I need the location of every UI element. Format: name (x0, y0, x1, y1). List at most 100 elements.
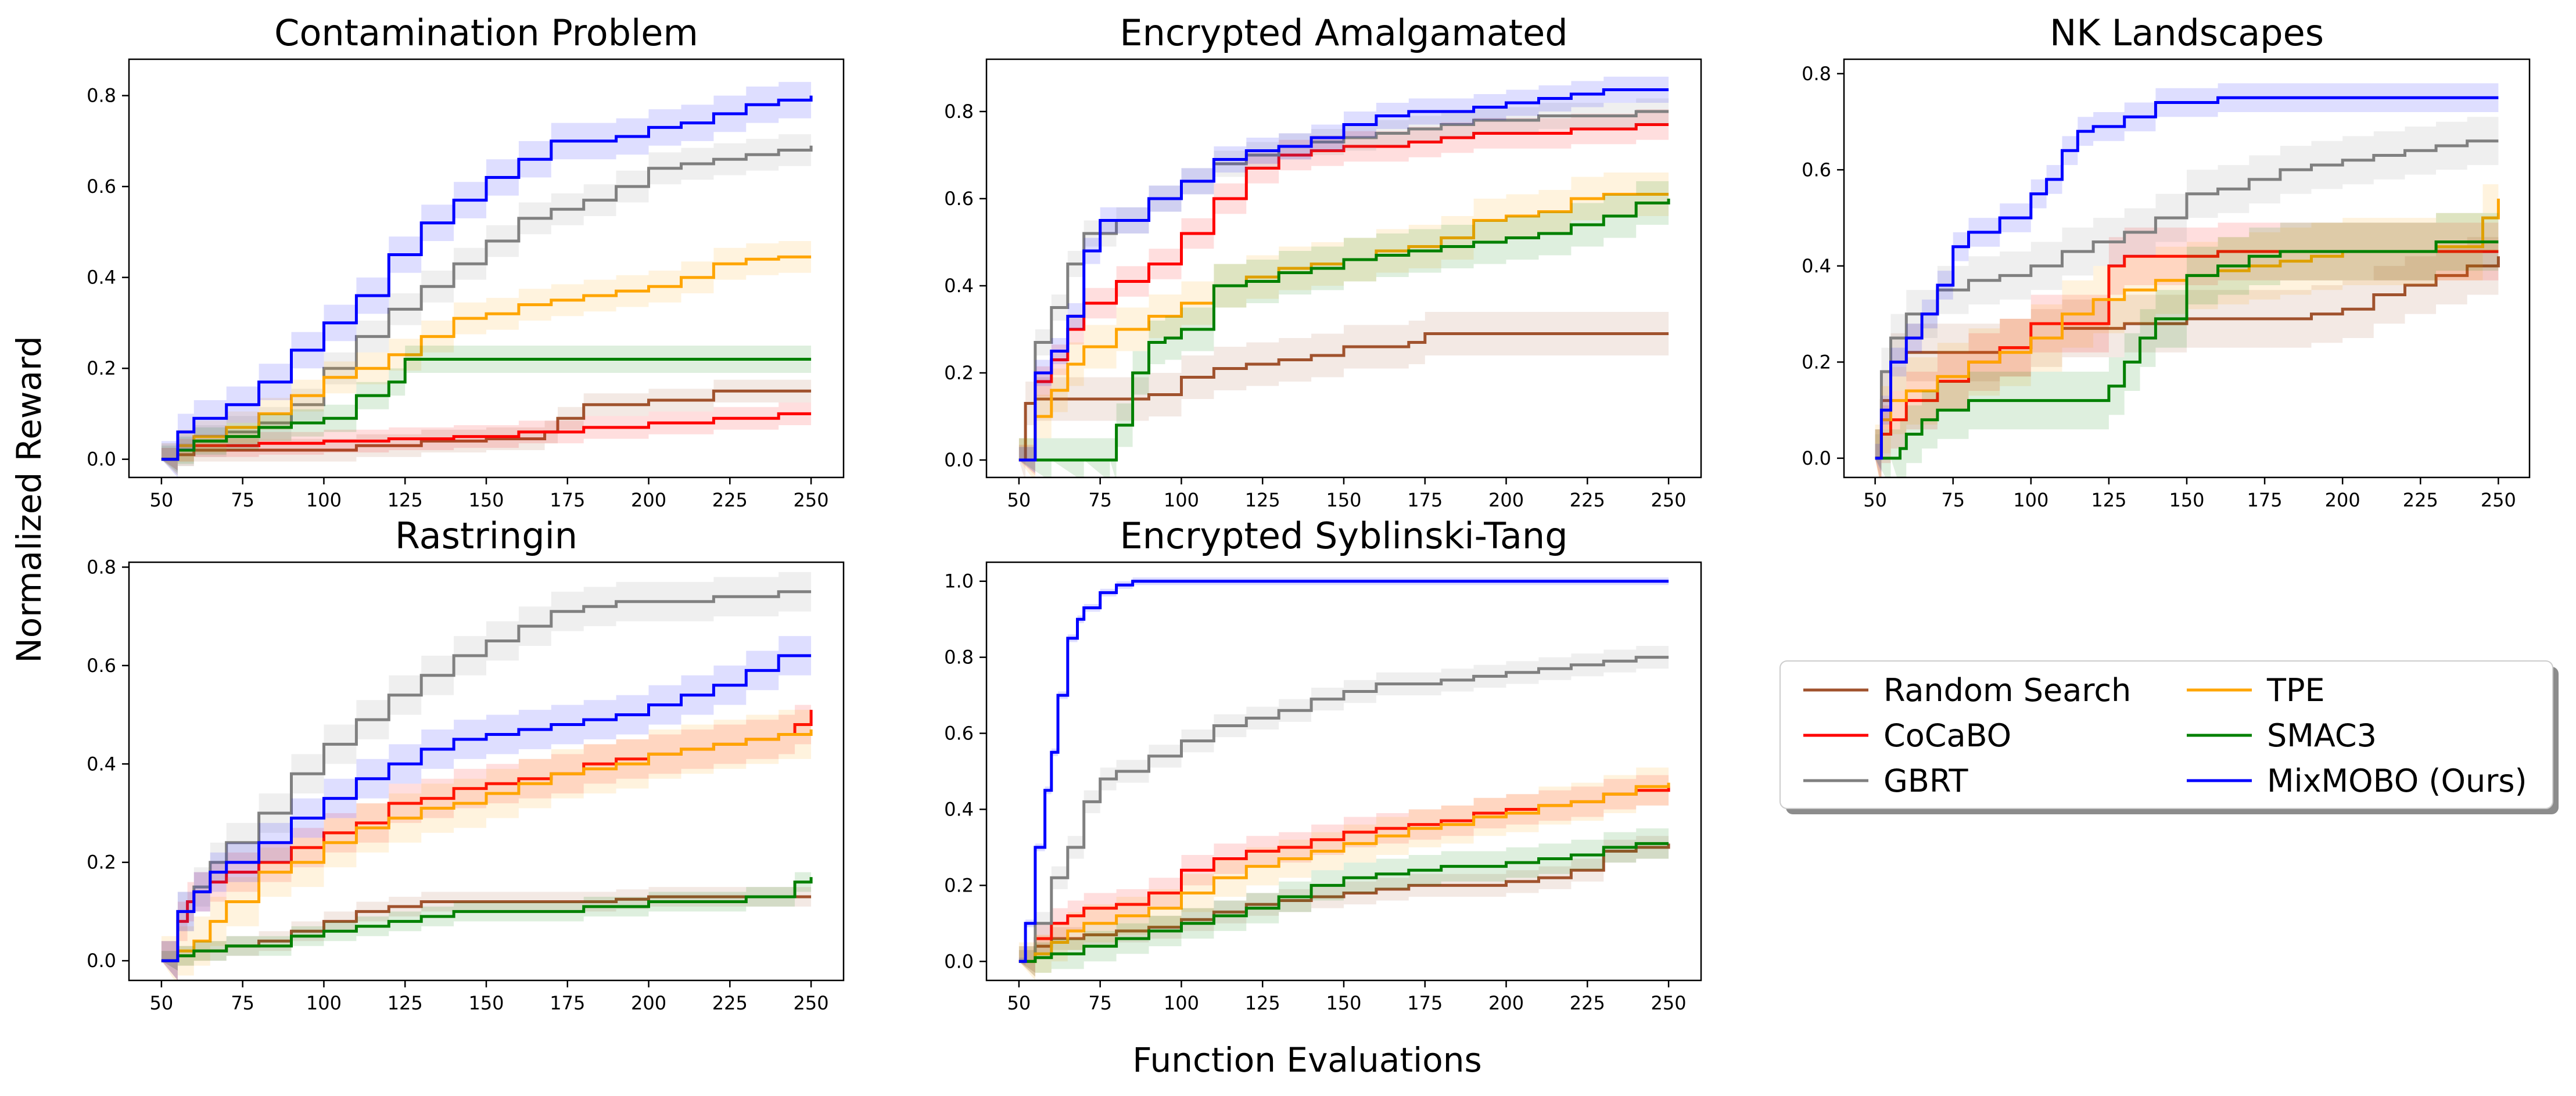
legend: Random Search TPE CoCaBO SMAC3 GBRT MixMOBO (… (1779, 660, 2559, 814)
subplot-title: Encrypted Syblinski-Tang (1120, 515, 1567, 557)
series-line-random-search (1875, 256, 2500, 460)
subplot-title: Contamination Problem (274, 12, 698, 54)
series-line-smac3 (1018, 842, 1669, 963)
legend-label: Random Search (1883, 672, 2131, 709)
x-tick-label: 175 (2247, 489, 2283, 511)
confidence-band-random-search (1875, 227, 2499, 477)
y-tick-label: 0.8 (1802, 63, 1831, 85)
subplot-1: Contamination Problem 50 75 100 125 150 175 200… (87, 12, 845, 511)
series-line-random-search (161, 389, 812, 461)
confidence-band-tpe (1875, 165, 2499, 477)
confidence-band-smac3 (1018, 177, 1669, 477)
y-tick-label: 0.2 (87, 357, 116, 379)
confidence-band-mixmobo-ours- (161, 77, 812, 477)
plot-area (161, 77, 813, 477)
y-tick-label: 0.4 (944, 798, 974, 820)
series-line-mixmobo-ours- (161, 654, 812, 962)
confidence-band-mixmobo-ours- (1875, 83, 2499, 473)
series-line-mixmobo-ours- (1018, 88, 1669, 462)
series-line-smac3 (1875, 240, 2499, 460)
confidence-band-smac3 (161, 867, 812, 971)
subplot-2: Encrypted Amalgamated 50 75 100 125 150 175 200… (944, 12, 1702, 511)
x-tick-label: 150 (2169, 489, 2204, 511)
x-tick-label: 100 (1164, 992, 1199, 1014)
y-tick-label: 0.6 (1802, 159, 1831, 181)
y-tick-label: 0.2 (87, 851, 116, 874)
confidence-band-smac3 (1875, 213, 2499, 477)
y-tick-label: 0.0 (87, 448, 116, 470)
series-line-cocabo (1018, 123, 1669, 462)
confidence-band-random-search (1018, 832, 1669, 973)
confidence-band-mixmobo-ours- (161, 636, 812, 980)
x-tick-label: 75 (231, 489, 254, 511)
subplot-4: Rastringin 50 75 100 125 150 175 200 225 250 0.0 0.… (87, 515, 845, 1014)
plot-area (161, 572, 813, 980)
x-tick-label: 100 (306, 992, 342, 1014)
x-tick-label: 250 (1651, 992, 1687, 1014)
series-line-smac3 (161, 877, 813, 962)
x-tick-label: 225 (712, 992, 748, 1014)
x-tick-label: 150 (468, 489, 504, 511)
x-tick-label: 175 (1407, 489, 1443, 511)
y-tick-label: 0.4 (1802, 255, 1831, 277)
legend-label: SMAC3 (2267, 717, 2377, 754)
legend-label: TPE (2266, 672, 2325, 709)
y-tick-label: 0.0 (1802, 447, 1831, 469)
y-tick-label: 0.2 (944, 874, 974, 896)
x-tick-label: 200 (631, 489, 666, 511)
y-tick-label: 1.0 (944, 570, 974, 592)
series-line-mixmobo-ours- (1018, 580, 1669, 963)
plot-area (1018, 577, 1670, 980)
y-tick-label: 0.4 (944, 275, 974, 297)
legend-box (1779, 660, 2553, 809)
series-line-mixmobo-ours- (161, 95, 813, 461)
x-tick-label: 100 (306, 489, 342, 511)
x-tick-label: 225 (1570, 489, 1605, 511)
y-tick-label: 0.2 (1802, 351, 1831, 373)
y-tick-label: 0.6 (87, 175, 116, 197)
legend-label: MixMOBO (Ours) (2267, 763, 2527, 799)
subplot-title: Rastringin (395, 515, 577, 557)
y-tick-label: 0.4 (87, 753, 116, 775)
y-tick-label: 0.8 (87, 85, 116, 107)
x-tick-label: 225 (712, 489, 748, 511)
x-tick-label: 50 (1863, 489, 1887, 511)
y-tick-label: 0.6 (944, 723, 974, 745)
x-tick-label: 225 (1570, 992, 1605, 1014)
y-tick-label: 0.4 (87, 267, 116, 289)
figure-ylabel: Normalized Reward (9, 336, 49, 663)
series-line-gbrt (1018, 656, 1669, 963)
series-line-smac3 (161, 358, 812, 461)
series-line-tpe (161, 730, 813, 962)
x-tick-label: 200 (1488, 992, 1524, 1014)
legend-label: CoCaBO (1883, 717, 2011, 754)
y-tick-label: 0.2 (944, 362, 974, 384)
y-tick-label: 0.8 (944, 100, 974, 123)
subplot-title: NK Landscapes (2050, 12, 2324, 54)
x-tick-label: 250 (2481, 489, 2516, 511)
y-tick-label: 0.0 (944, 449, 974, 471)
x-tick-label: 75 (231, 992, 254, 1014)
legend-label: GBRT (1883, 763, 1968, 799)
x-tick-label: 225 (2403, 489, 2438, 511)
confidence-band-cocabo (1018, 771, 1669, 977)
y-tick-label: 0.8 (87, 556, 116, 578)
series-line-tpe (161, 255, 812, 461)
figure-xlabel: Function Evaluations (1132, 1040, 1481, 1080)
confidence-band-random-search (1018, 312, 1669, 477)
x-tick-label: 200 (631, 992, 666, 1014)
series-line-tpe (1018, 782, 1670, 963)
series-line-mixmobo-ours- (1875, 96, 2499, 460)
x-tick-label: 150 (1326, 992, 1361, 1014)
x-tick-label: 125 (1245, 489, 1280, 511)
confidence-band-tpe (161, 241, 812, 476)
x-tick-label: 175 (550, 489, 585, 511)
x-tick-label: 100 (2013, 489, 2048, 511)
x-tick-label: 125 (388, 489, 423, 511)
series-line-gbrt (161, 590, 812, 962)
confidence-band-tpe (161, 705, 812, 980)
x-tick-label: 75 (1941, 489, 1965, 511)
x-tick-label: 175 (550, 992, 585, 1014)
x-tick-label: 50 (1007, 992, 1031, 1014)
plot-area (1018, 77, 1670, 477)
